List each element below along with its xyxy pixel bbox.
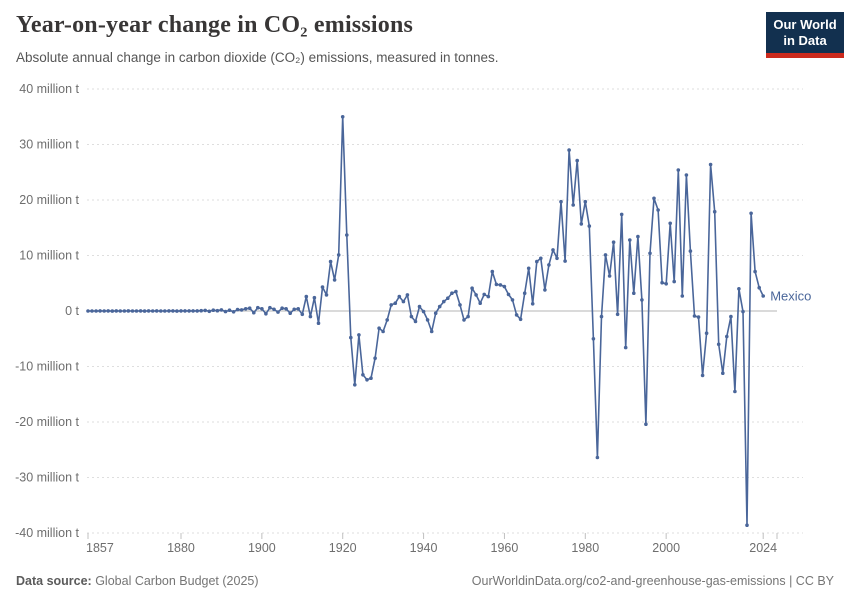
svg-text:1940: 1940	[410, 541, 438, 555]
owid-logo: Our World in Data	[766, 12, 844, 58]
svg-text:30 million t: 30 million t	[19, 138, 79, 152]
chart-subtitle: Absolute annual change in carbon dioxide…	[16, 50, 499, 65]
svg-text:1857: 1857	[86, 541, 114, 555]
chart-footer: Data source: Global Carbon Budget (2025)…	[0, 574, 850, 592]
owid-logo-line2: in Data	[783, 33, 827, 48]
data-point-markers	[86, 115, 765, 527]
emissions-line	[88, 116, 764, 527]
series-end-label: Mexico	[770, 289, 811, 304]
svg-text:-20 million t: -20 million t	[15, 415, 79, 429]
data-source-value: Global Carbon Budget (2025)	[91, 574, 259, 588]
svg-text:1880: 1880	[167, 541, 195, 555]
y-axis-labels: 40 million t 30 million t 20 million t 10 m…	[15, 82, 79, 540]
svg-text:1900: 1900	[248, 541, 276, 555]
data-source-note: Data source: Global Carbon Budget (2025)	[16, 574, 259, 588]
svg-text:-10 million t: -10 million t	[15, 360, 79, 374]
svg-text:0 t: 0 t	[65, 304, 79, 318]
svg-text:-30 million t: -30 million t	[15, 471, 79, 485]
page-title: Year-on-year change in CO₂ emissions	[16, 12, 414, 38]
svg-text:1960: 1960	[491, 541, 519, 555]
svg-text:2024: 2024	[749, 541, 777, 555]
svg-text:10 million t: 10 million t	[19, 249, 79, 263]
x-axis: 1857 1880 1900 1920 1940 1960 1980 2000 2024	[86, 533, 778, 555]
owid-url-license[interactable]: OurWorldinData.org/co2-and-greenhouse-ga…	[471, 574, 834, 588]
svg-text:40 million t: 40 million t	[19, 82, 79, 96]
svg-text:2000: 2000	[652, 541, 680, 555]
svg-text:-40 million t: -40 million t	[15, 526, 79, 540]
svg-text:20 million t: 20 million t	[19, 193, 79, 207]
svg-text:1920: 1920	[329, 541, 357, 555]
data-source-label: Data source:	[16, 574, 92, 588]
svg-text:1980: 1980	[571, 541, 599, 555]
owid-logo-line1: Our World	[773, 17, 837, 32]
